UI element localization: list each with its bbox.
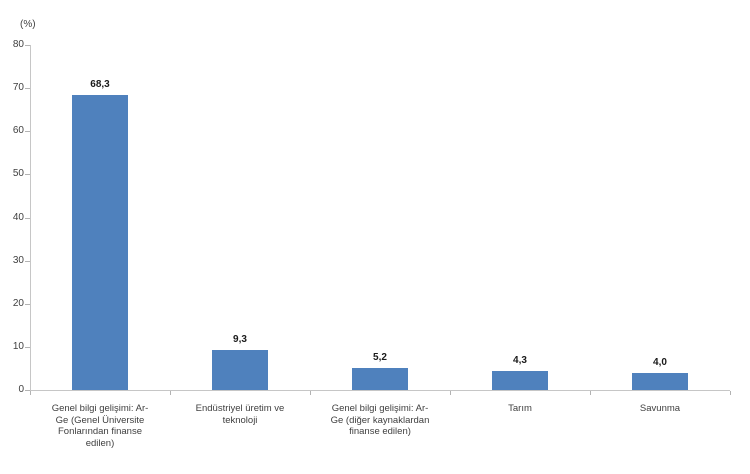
y-tick-label: 10 [12, 340, 24, 352]
y-tick-mark [25, 303, 30, 305]
x-tick-mark [310, 391, 311, 395]
bar [632, 373, 688, 390]
x-category-label: Genel bilgi gelişimi: Ar- Ge (Genel Üniv… [51, 403, 149, 449]
y-tick-mark [25, 217, 30, 219]
y-tick-mark [25, 131, 30, 133]
bar-value-label: 9,3 [233, 334, 247, 345]
x-tick-mark [450, 391, 451, 395]
y-tick-mark [25, 346, 30, 348]
y-tick-label: 0 [18, 384, 24, 395]
bar-value-label: 4,3 [513, 355, 527, 366]
y-tick-mark [25, 174, 30, 176]
x-category-label: Tarım [508, 403, 532, 414]
bar-value-label: 68,3 [90, 79, 110, 90]
x-tick-mark [170, 391, 171, 395]
y-tick-label: 80 [12, 39, 24, 50]
y-tick-mark [25, 45, 30, 46]
y-tick-label: 30 [12, 254, 24, 266]
x-tick-mark [730, 391, 731, 395]
bar [72, 95, 128, 390]
x-tick-mark [30, 391, 31, 395]
x-category-label: Genel bilgi gelişimi: Ar- Ge (diğer kayn… [330, 403, 430, 437]
y-tick-label: 20 [12, 297, 24, 309]
bar [212, 350, 268, 390]
y-tick-label: 40 [12, 211, 24, 223]
bar [352, 368, 408, 390]
x-tick-mark [590, 391, 591, 395]
x-category-label: Savunma [639, 403, 681, 414]
y-tick-mark [25, 390, 30, 391]
y-tick-label: 60 [12, 125, 24, 137]
x-category-label: Endüstriyel üretim ve teknoloji [195, 403, 285, 426]
bar-value-label: 5,2 [373, 352, 387, 363]
y-tick-label: 70 [12, 82, 24, 94]
x-axis-line [30, 390, 730, 391]
y-tick-mark [25, 260, 30, 262]
bar-value-label: 4,0 [653, 357, 667, 368]
y-axis-line [30, 45, 31, 390]
y-tick-mark [25, 88, 30, 90]
y-tick-label: 50 [12, 168, 24, 180]
bar [492, 371, 548, 390]
y-axis-unit-label: (%) [20, 19, 36, 30]
